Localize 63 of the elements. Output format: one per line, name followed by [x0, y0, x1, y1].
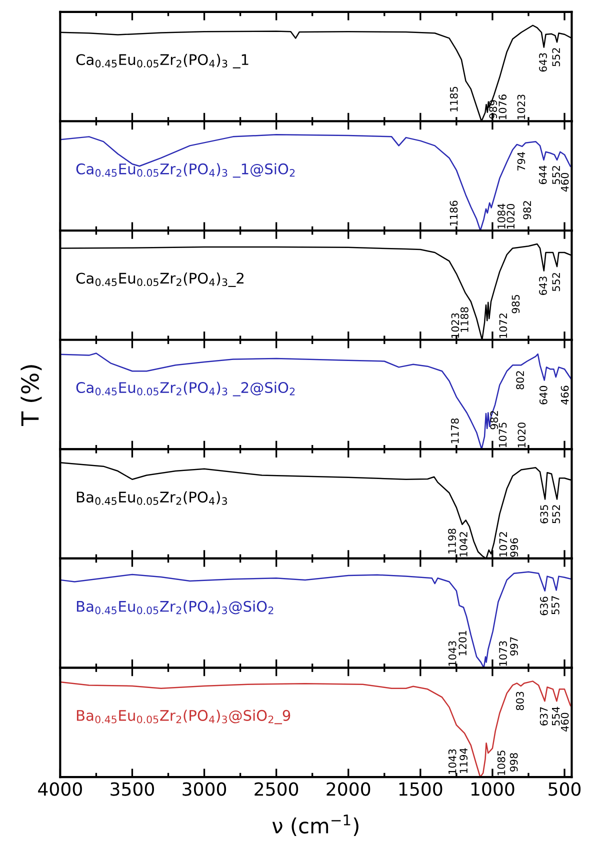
annotation: 982 — [523, 201, 532, 220]
annotation: 466 — [560, 386, 569, 405]
annotation: 554 — [552, 706, 560, 726]
text: Ca$_{0.45}$Eu$_{0.05}$Zr$_{2}$(PO$_{4}$)$_{3}$_2 — [76, 272, 244, 287]
text: Ba$_{0.45}$Eu$_{0.05}$Zr$_{2}$(PO$_{4}$)$_{3}$ — [76, 491, 227, 505]
annotation: 460 — [560, 712, 569, 732]
annotation: 635 — [540, 505, 548, 524]
annotation: 1072 — [499, 532, 508, 556]
x-tick-label: 1500 — [399, 782, 442, 796]
annotation: 552 — [552, 273, 560, 292]
annotation: 643 — [539, 276, 547, 295]
annotation: 557 — [552, 596, 560, 614]
annotation: 552 — [552, 166, 560, 184]
text: Ca$_{0.45}$Eu$_{0.05}$Zr$_{2}$(PO$_{4}$)$_{3}$ _1 — [76, 54, 248, 68]
annotation: 1201 — [458, 630, 467, 656]
text: Ba$_{0.45}$Eu$_{0.05}$Zr$_{2}$(PO$_{4}$)$_{3}$@SiO$_{2}$_9 — [76, 710, 290, 724]
annotation: 1072 — [499, 314, 508, 338]
annotation: 1084 — [498, 204, 506, 229]
annotation: 637 — [540, 707, 548, 726]
annotation: 997 — [510, 637, 518, 656]
annotation: 636 — [540, 596, 548, 616]
x-axis-title: ν (cm$^{−1}$) — [272, 814, 358, 836]
annotation: 460 — [560, 172, 569, 192]
annotation: 1042 — [460, 532, 468, 556]
annotation: 1073 — [499, 641, 507, 666]
annotation: 1085 — [497, 750, 506, 776]
annotation: 1020 — [506, 204, 515, 229]
x-tick-label: 1000 — [471, 782, 514, 796]
annotation: 643 — [539, 53, 547, 72]
annotation: 1185 — [450, 86, 458, 112]
annotation: 1043 — [448, 641, 456, 666]
annotation: 996 — [510, 538, 518, 557]
x-tick-label: 500 — [548, 782, 581, 796]
annotation: 1043 — [448, 749, 456, 774]
annotation: 794 — [517, 152, 526, 170]
x-tick-label: 4000 — [38, 782, 82, 796]
annotation: 644 — [538, 166, 547, 184]
annotation: 640 — [539, 386, 548, 404]
x-tick-label: 3000 — [182, 782, 226, 796]
annotation: 985 — [512, 294, 520, 314]
text: Ca$_{0.45}$Eu$_{0.05}$Zr$_{2}$(PO$_{4}$)$_{3}$ _1@SiO$_{2}$ — [76, 163, 295, 178]
annotation: 1186 — [450, 200, 458, 226]
annotation: 982 — [490, 411, 498, 430]
text: Ba$_{0.45}$Eu$_{0.05}$Zr$_{2}$(PO$_{4}$)$_{3}$@SiO$_{2}$ — [76, 600, 274, 614]
annotation: 1188 — [460, 307, 468, 332]
annotation: 998 — [510, 753, 518, 772]
x-tick-label: 3500 — [110, 782, 154, 796]
annotation: 803 — [516, 692, 524, 710]
annotation: 1076 — [498, 94, 507, 120]
annotation: 552 — [552, 505, 560, 524]
annotation: 1023 — [451, 313, 460, 338]
y-axis-title: T (%) — [20, 365, 42, 426]
annotation: 1020 — [518, 422, 526, 448]
text: Ca$_{0.45}$Eu$_{0.05}$Zr$_{2}$(PO$_{4}$)$_{3}$ _2@SiO$_{2}$ — [76, 382, 295, 396]
annotation: 552 — [552, 48, 560, 66]
x-tick-label: 2500 — [254, 782, 298, 796]
annotation: 1194 — [460, 748, 468, 773]
annotation: 802 — [516, 371, 524, 390]
annotation: 1178 — [450, 418, 459, 444]
x-tick-label: 2000 — [326, 782, 370, 796]
annotation: 1023 — [517, 94, 526, 120]
annotation: 1198 — [448, 528, 456, 554]
annotation: 1075 — [498, 422, 507, 448]
